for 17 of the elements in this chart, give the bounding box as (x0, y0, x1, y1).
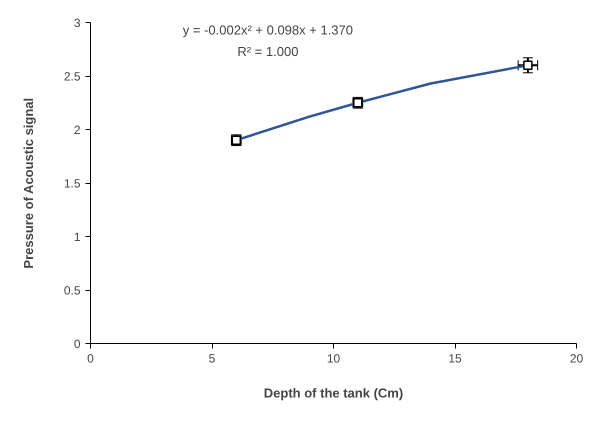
x-tick-label: 10 (326, 352, 340, 366)
x-tick-label: 20 (570, 352, 584, 366)
point (523, 60, 533, 70)
x-axis-title: Depth of the tank (Cm) (264, 386, 404, 400)
y-tick-label: 2.5 (64, 70, 81, 84)
annotation: y = -0.002x² + 0.098x + 1.370 (182, 22, 353, 38)
y-tick-label: 0.5 (64, 284, 81, 298)
y-tick-label: 3 (74, 16, 81, 30)
x-tick-label: 5 (208, 352, 216, 366)
y-tick-label: 1.5 (64, 176, 81, 190)
annotation: R² = 1.000 (237, 44, 298, 59)
y-tick-label: 1 (74, 230, 81, 244)
x-tick-label: 15 (448, 352, 462, 366)
y-tick-label: 2 (74, 123, 81, 137)
x-tick-label: 0 (87, 352, 94, 366)
y-tick-label: 0 (74, 337, 81, 351)
y-axis-title: Pressure of Acoustic signal (20, 98, 36, 269)
